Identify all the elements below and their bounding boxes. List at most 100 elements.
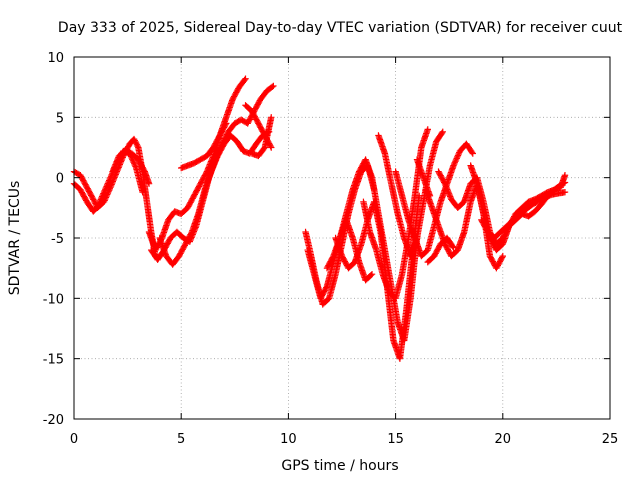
data-point-marker (101, 187, 108, 194)
data-point-marker (107, 173, 115, 180)
data-point-marker (131, 160, 138, 167)
data-point-marker (424, 126, 431, 133)
data-point-marker (98, 194, 105, 202)
data-point-marker (130, 135, 138, 143)
data-point-marker (440, 179, 448, 186)
data-point-marker (106, 175, 114, 183)
data-point-marker (267, 142, 274, 150)
data-point-marker (96, 197, 104, 205)
data-point-marker (367, 272, 375, 279)
data-point-marker (270, 82, 277, 90)
data-series (392, 140, 476, 260)
data-point-marker (107, 174, 114, 181)
data-point-marker (108, 171, 115, 178)
data-point-marker (223, 120, 230, 127)
data-point-marker (102, 186, 109, 193)
data-point-marker (323, 284, 330, 291)
x-tick-label: 20 (495, 432, 512, 447)
data-point-marker (90, 196, 97, 203)
data-point-marker (561, 172, 569, 179)
data-point-marker (131, 137, 138, 144)
data-point-marker (268, 144, 275, 151)
grid-lines (74, 57, 610, 419)
data-point-marker (269, 83, 276, 90)
data-point-marker (242, 75, 249, 82)
y-axis-title: SDTVAR / TECUs (7, 181, 23, 296)
data-point-marker (454, 152, 462, 159)
data-point-marker (452, 156, 460, 164)
data-point-marker (450, 244, 457, 251)
data-point-marker (222, 121, 229, 128)
y-tick-label: -15 (43, 353, 64, 368)
data-point-marker (89, 194, 96, 202)
data-point-marker (134, 142, 141, 150)
data-point-marker (561, 188, 569, 196)
data-point-marker (100, 188, 108, 196)
x-tick-label: 0 (70, 432, 78, 447)
y-tick-label: 0 (56, 172, 64, 187)
x-tick-label: 15 (387, 432, 404, 447)
data-point-marker (133, 141, 141, 148)
data-point-marker (90, 197, 98, 204)
data-point-marker (105, 177, 113, 184)
data-point-marker (439, 128, 446, 136)
data-point-marker (469, 150, 476, 157)
data-point-marker (99, 191, 106, 199)
chart-title: Day 333 of 2025, Sidereal Day-to-day VTE… (58, 20, 623, 36)
data-point-marker (268, 114, 275, 121)
data-point-marker (438, 129, 446, 137)
data-point-marker (95, 200, 103, 207)
x-tick-label: 25 (602, 432, 619, 447)
y-tick-label: 10 (47, 51, 64, 66)
data-series (248, 114, 275, 160)
data-series (109, 146, 153, 187)
data-point-marker (499, 252, 506, 260)
data-point-marker (368, 271, 376, 278)
data-point-marker (130, 159, 137, 166)
y-tick-label: -5 (51, 232, 64, 247)
data-point-marker (103, 183, 110, 190)
data-point-marker (94, 203, 101, 210)
x-tick-label: 10 (280, 432, 297, 447)
data-point-marker (104, 181, 111, 189)
data-point-marker (132, 138, 139, 146)
data-point-marker (451, 159, 458, 166)
data-point-marker (449, 243, 456, 250)
y-tick-label: -10 (43, 292, 64, 307)
data-point-marker (105, 178, 112, 186)
data-points (70, 75, 569, 362)
data-point-marker (455, 150, 462, 158)
data-series (478, 188, 569, 242)
data-series (413, 156, 434, 199)
data-point-marker (96, 199, 103, 206)
data-point-marker (139, 188, 146, 196)
data-point-marker (450, 160, 458, 168)
data-point-marker (132, 140, 140, 147)
data-point-marker (132, 163, 139, 170)
data-point-marker (450, 162, 457, 169)
data-series (360, 126, 431, 302)
data-point-marker (241, 76, 248, 84)
data-point-marker (452, 158, 459, 165)
data-series (145, 75, 249, 254)
data-series (424, 234, 457, 266)
x-tick-label: 5 (177, 432, 185, 447)
data-point-marker (95, 201, 102, 209)
data-point-marker (104, 180, 112, 187)
data-point-marker (97, 196, 104, 203)
data-point-marker (98, 193, 106, 200)
data-point-marker (426, 192, 434, 199)
data-series (178, 120, 230, 172)
data-point-marker (453, 155, 460, 162)
x-axis-title: GPS time / hours (281, 458, 398, 474)
data-point-marker (498, 254, 506, 261)
y-tick-label: -20 (43, 413, 64, 428)
data-point-marker (100, 190, 107, 197)
data-point-marker (129, 156, 136, 163)
axis-ticks: 0 5 10 15 20 25 -20 -15 -10 -5 0 5 10 (43, 51, 619, 447)
data-point-marker (468, 149, 476, 156)
y-tick-label: 5 (56, 111, 64, 126)
data-point-marker (131, 161, 139, 169)
